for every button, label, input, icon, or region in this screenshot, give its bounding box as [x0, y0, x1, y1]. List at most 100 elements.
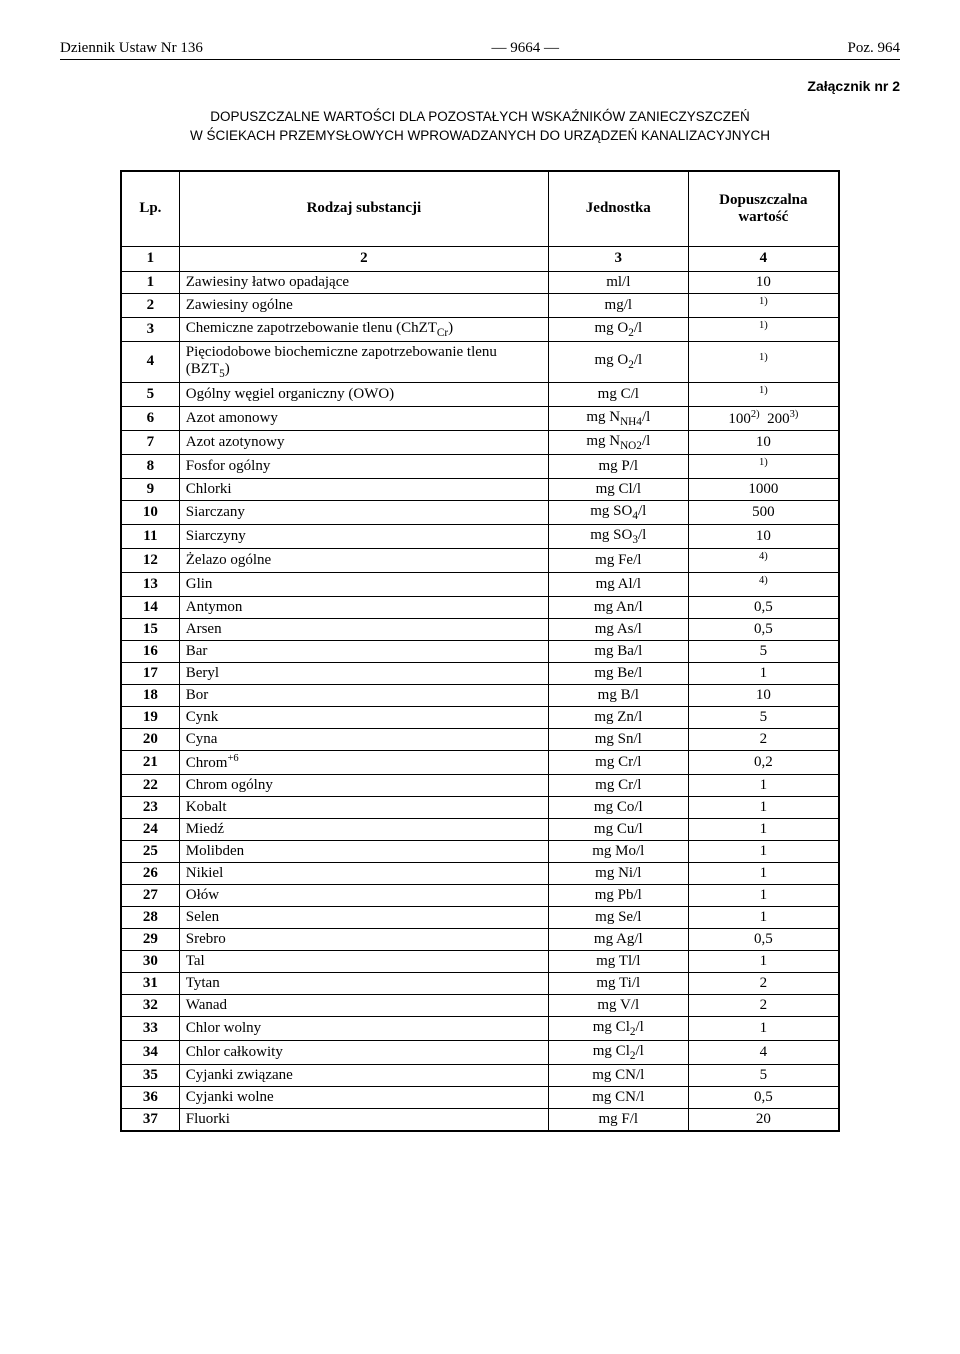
page-header: Dziennik Ustaw Nr 136 — 9664 — Poz. 964 [60, 40, 900, 60]
cell-substance: Molibden [179, 840, 548, 862]
col-unit: Jednostka [548, 171, 688, 247]
table-row: 37Fluorkimg F/l20 [121, 1108, 839, 1131]
cell-substance: Siarczany [179, 500, 548, 524]
cell-lp: 6 [121, 406, 179, 430]
cell-substance: Wanad [179, 994, 548, 1016]
cell-lp: 32 [121, 994, 179, 1016]
colnum-2: 2 [179, 246, 548, 271]
cell-lp: 37 [121, 1108, 179, 1131]
cell-value: 0,2 [688, 750, 839, 774]
cell-substance: Arsen [179, 618, 548, 640]
cell-substance: Pięciodobowe biochemiczne zapotrzebowani… [179, 341, 548, 382]
cell-unit: mg C/l [548, 382, 688, 406]
cell-substance: Cynk [179, 706, 548, 728]
cell-substance: Azot amonowy [179, 406, 548, 430]
table-row: 2Zawiesiny ogólnemg/l1) [121, 293, 839, 317]
cell-lp: 4 [121, 341, 179, 382]
limits-table: Lp. Rodzaj substancji Jednostka Dopuszcz… [120, 170, 840, 1132]
cell-lp: 27 [121, 884, 179, 906]
cell-lp: 21 [121, 750, 179, 774]
cell-lp: 34 [121, 1040, 179, 1064]
table-row: 35Cyjanki związanemg CN/l5 [121, 1064, 839, 1086]
cell-substance: Beryl [179, 662, 548, 684]
table-row: 20Cynamg Sn/l2 [121, 728, 839, 750]
cell-value: 1 [688, 818, 839, 840]
colnum-3: 3 [548, 246, 688, 271]
table-body: 1 2 3 4 1Zawiesiny łatwo opadająceml/l10… [121, 246, 839, 1131]
cell-value: 0,5 [688, 928, 839, 950]
cell-substance: Selen [179, 906, 548, 928]
cell-substance: Bor [179, 684, 548, 706]
title-line-1: DOPUSZCZALNE WARTOŚCI DLA POZOSTAŁYCH WS… [210, 109, 750, 124]
cell-unit: mg Co/l [548, 796, 688, 818]
cell-unit: mg P/l [548, 454, 688, 478]
document-title: DOPUSZCZALNE WARTOŚCI DLA POZOSTAŁYCH WS… [120, 108, 840, 146]
cell-unit: mg NNH4/l [548, 406, 688, 430]
cell-value: 1 [688, 884, 839, 906]
cell-substance: Ołów [179, 884, 548, 906]
cell-value: 5 [688, 1064, 839, 1086]
cell-unit: mg Ti/l [548, 972, 688, 994]
table-header-row: Lp. Rodzaj substancji Jednostka Dopuszcz… [121, 171, 839, 247]
table-row: 33Chlor wolnymg Cl2/l1 [121, 1016, 839, 1040]
cell-unit: mg CN/l [548, 1086, 688, 1108]
cell-unit: mg Ni/l [548, 862, 688, 884]
cell-substance: Tytan [179, 972, 548, 994]
table-row: 10Siarczanymg SO4/l500 [121, 500, 839, 524]
cell-value: 10 [688, 271, 839, 293]
cell-substance: Fluorki [179, 1108, 548, 1131]
table-row: 3Chemiczne zapotrzebowanie tlenu (ChZTCr… [121, 317, 839, 341]
cell-lp: 18 [121, 684, 179, 706]
cell-lp: 29 [121, 928, 179, 950]
cell-substance: Chlor całkowity [179, 1040, 548, 1064]
cell-unit: mg Be/l [548, 662, 688, 684]
cell-substance: Nikiel [179, 862, 548, 884]
header-right: Poz. 964 [848, 40, 901, 57]
table-row: 18Bormg B/l10 [121, 684, 839, 706]
table-row: 13Glinmg Al/l4) [121, 572, 839, 596]
cell-substance: Fosfor ogólny [179, 454, 548, 478]
cell-value: 1 [688, 796, 839, 818]
table-row: 14Antymonmg An/l0,5 [121, 596, 839, 618]
table-row: 31Tytanmg Ti/l2 [121, 972, 839, 994]
cell-lp: 3 [121, 317, 179, 341]
cell-value: 20 [688, 1108, 839, 1131]
cell-substance: Azot azotynowy [179, 430, 548, 454]
col-substance: Rodzaj substancji [179, 171, 548, 247]
cell-lp: 12 [121, 548, 179, 572]
cell-unit: mg Zn/l [548, 706, 688, 728]
table-row: 1Zawiesiny łatwo opadająceml/l10 [121, 271, 839, 293]
cell-unit: mg Cu/l [548, 818, 688, 840]
cell-substance: Cyna [179, 728, 548, 750]
cell-lp: 36 [121, 1086, 179, 1108]
cell-value: 1 [688, 906, 839, 928]
cell-unit: mg Ag/l [548, 928, 688, 950]
table-row: 25Molibdenmg Mo/l1 [121, 840, 839, 862]
cell-substance: Glin [179, 572, 548, 596]
cell-unit: mg Pb/l [548, 884, 688, 906]
cell-unit: mg SO3/l [548, 524, 688, 548]
table-row: 6Azot amonowymg NNH4/l1002) 2003) [121, 406, 839, 430]
cell-value: 5 [688, 706, 839, 728]
cell-unit: mg As/l [548, 618, 688, 640]
cell-lp: 11 [121, 524, 179, 548]
cell-value: 1) [688, 341, 839, 382]
cell-lp: 31 [121, 972, 179, 994]
cell-unit: mg Tl/l [548, 950, 688, 972]
cell-lp: 28 [121, 906, 179, 928]
cell-value: 10 [688, 684, 839, 706]
cell-unit: ml/l [548, 271, 688, 293]
table-row: 32Wanadmg V/l2 [121, 994, 839, 1016]
table-row: 15Arsenmg As/l0,5 [121, 618, 839, 640]
cell-substance: Zawiesiny ogólne [179, 293, 548, 317]
cell-value: 10 [688, 524, 839, 548]
cell-substance: Antymon [179, 596, 548, 618]
cell-value: 1 [688, 950, 839, 972]
cell-unit: mg Cl2/l [548, 1016, 688, 1040]
cell-lp: 7 [121, 430, 179, 454]
cell-unit: mg Ba/l [548, 640, 688, 662]
cell-unit: mg Cr/l [548, 750, 688, 774]
cell-value: 1 [688, 774, 839, 796]
cell-value: 10 [688, 430, 839, 454]
cell-value: 1 [688, 1016, 839, 1040]
